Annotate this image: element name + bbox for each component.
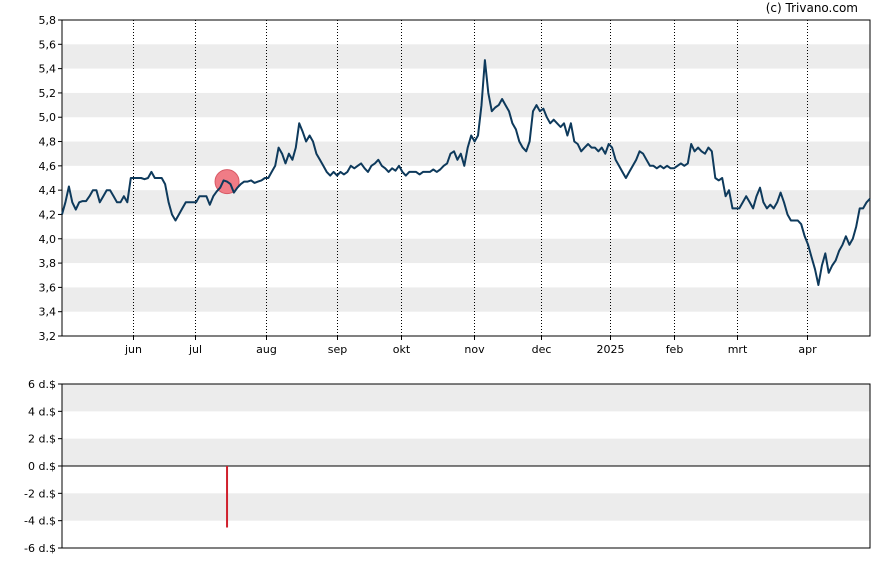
y-tick-label: 6 d.$ <box>28 378 56 391</box>
y-tick-label: 5,0 <box>39 111 57 124</box>
x-tick-label: feb <box>666 343 684 356</box>
price-line <box>61 59 871 286</box>
price-chart-panel: 3,2 3,4 3,6 3,8 4,0 4,2 4,4 4,6 4,8 5,0 5,2 5,4 5,6 5… <box>39 14 871 356</box>
grid-band <box>62 493 870 521</box>
y-tick-label: 5,6 <box>39 38 57 51</box>
x-tick-label: okt <box>393 343 411 356</box>
x-tick-label: jul <box>188 343 202 356</box>
copyright-text: (c) Trivano.com <box>765 1 858 15</box>
y-tick-label: 4,2 <box>39 208 57 221</box>
plot-frame <box>61 383 871 549</box>
x-tick-label: sep <box>328 343 347 356</box>
y-tick-label: 3,8 <box>39 257 57 270</box>
y-tick-label: -6 d.$ <box>24 542 56 555</box>
y-tick-label: 4 d.$ <box>28 405 56 418</box>
y-tick-label: 3,4 <box>39 306 57 319</box>
y-tick-label: -4 d.$ <box>24 515 56 528</box>
x-tick-label: jun <box>124 343 142 356</box>
y-tick-label: 4,4 <box>39 184 57 197</box>
y-tick-label: -2 d.$ <box>24 487 56 500</box>
grid-band <box>62 384 870 412</box>
grid-band <box>62 287 870 312</box>
x-tick-label: mrt <box>728 343 748 356</box>
y-tick-label: 0 d.$ <box>28 460 56 473</box>
y-tick-label: 5,4 <box>39 63 57 76</box>
plot-frame <box>61 19 871 337</box>
y-tick-label: 2 d.$ <box>28 433 56 446</box>
y-tick-label: 4,0 <box>39 233 57 246</box>
dividend-chart-panel: 6 d.$ 4 d.$ 2 d.$ 0 d.$ -2 d.$ -4 d.$ -6 d.$ <box>24 378 871 555</box>
y-tick-label: 5,2 <box>39 87 57 100</box>
y-tick-label: 3,2 <box>39 330 57 343</box>
grid-band <box>62 238 870 264</box>
y-tick-label: 3,6 <box>39 281 57 294</box>
y-tick-label: 4,8 <box>39 136 57 149</box>
y-tick-label: 5,8 <box>39 14 57 27</box>
grid-band <box>62 44 870 69</box>
x-tick-label: aug <box>256 343 277 356</box>
grid-band <box>62 438 870 466</box>
x-tick-label: dec <box>532 343 552 356</box>
x-tick-label: nov <box>464 343 485 356</box>
x-tick-label: apr <box>798 343 817 356</box>
y-tick-label: 4,6 <box>39 160 57 173</box>
grid-band <box>62 92 870 118</box>
x-tick-label: 2025 <box>597 343 625 356</box>
